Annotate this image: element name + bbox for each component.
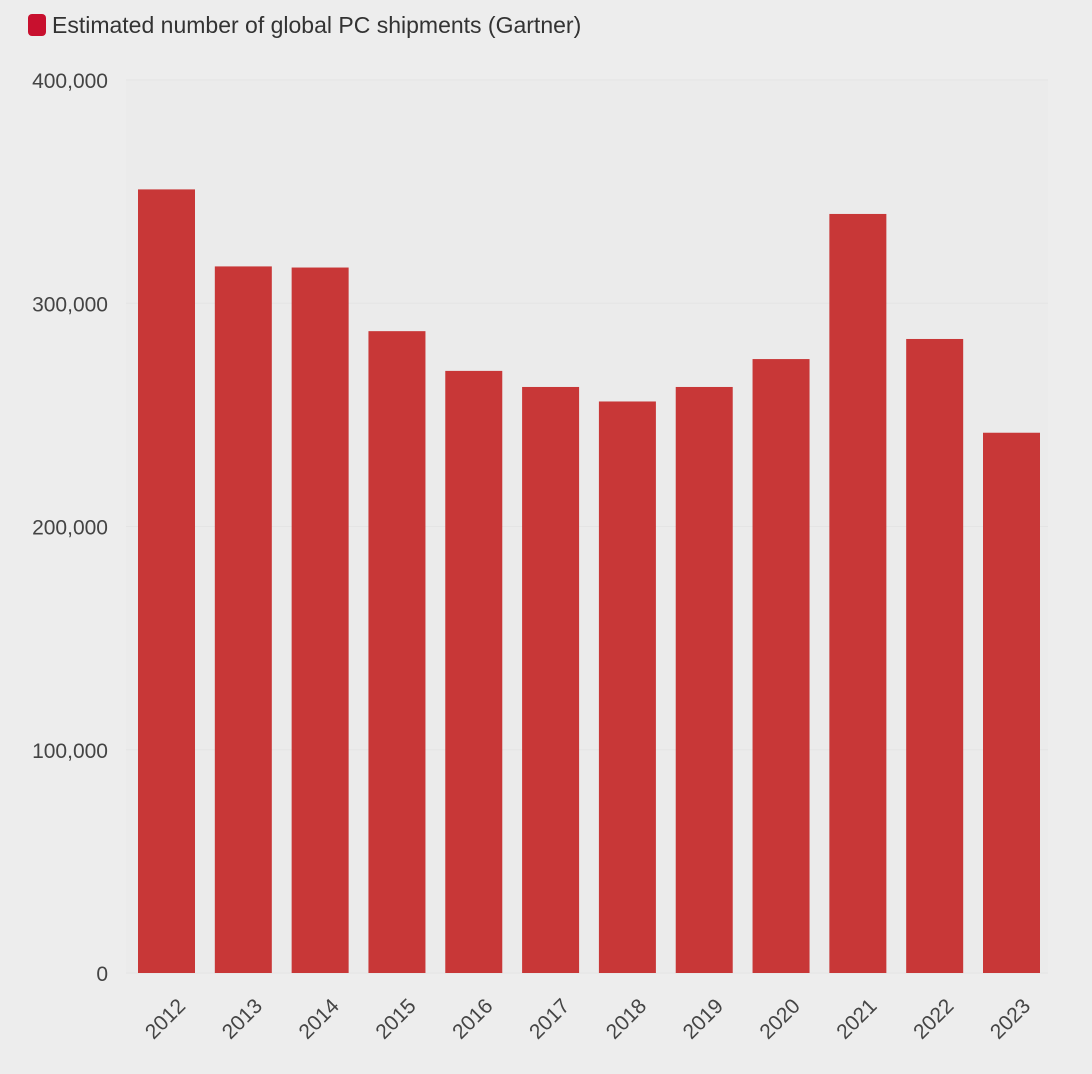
x-axis: 2012 2013 2014 2015 2016 2017 2018 2019 2020 2021… bbox=[141, 994, 1035, 1044]
legend-swatch bbox=[28, 14, 46, 36]
legend: Estimated number of global PC shipments … bbox=[28, 10, 581, 40]
bar-2014 bbox=[291, 267, 349, 973]
x-tick-label: 2021 bbox=[832, 994, 881, 1043]
x-tick-label: 2015 bbox=[371, 994, 420, 1043]
y-axis: 0 100,000 200,000 300,000 400,000 bbox=[32, 70, 108, 986]
bar-2015 bbox=[368, 331, 426, 973]
x-tick-label: 2019 bbox=[679, 994, 728, 1043]
x-tick-label: 2022 bbox=[909, 994, 958, 1043]
x-tick-label: 2016 bbox=[448, 994, 497, 1043]
x-tick-label: 2023 bbox=[986, 994, 1035, 1043]
y-tick-label: 0 bbox=[96, 963, 108, 986]
y-tick-label: 100,000 bbox=[32, 740, 108, 763]
y-tick-label: 400,000 bbox=[32, 70, 108, 93]
legend-label: Estimated number of global PC shipments … bbox=[52, 11, 582, 38]
x-tick-label: 2013 bbox=[218, 994, 267, 1043]
bars bbox=[138, 189, 1040, 974]
x-tick-label: 2017 bbox=[525, 994, 574, 1043]
x-tick-label: 2018 bbox=[602, 994, 651, 1043]
bar-2012 bbox=[138, 189, 195, 973]
bar-2021 bbox=[829, 213, 887, 973]
bar-2022 bbox=[906, 338, 964, 974]
bar-2019 bbox=[675, 386, 733, 973]
gridlines bbox=[126, 79, 1048, 974]
bar-2018 bbox=[598, 401, 656, 974]
x-tick-label: 2020 bbox=[755, 994, 804, 1043]
y-tick-label: 300,000 bbox=[32, 293, 108, 316]
bar-2016 bbox=[445, 370, 503, 973]
x-tick-label: 2012 bbox=[141, 994, 190, 1043]
bar-2020 bbox=[752, 359, 810, 973]
x-tick-label: 2014 bbox=[295, 994, 345, 1044]
bar-2023 bbox=[983, 432, 1040, 973]
bar-2013 bbox=[214, 266, 272, 973]
y-tick-label: 200,000 bbox=[32, 517, 108, 540]
bar-2017 bbox=[522, 386, 580, 973]
